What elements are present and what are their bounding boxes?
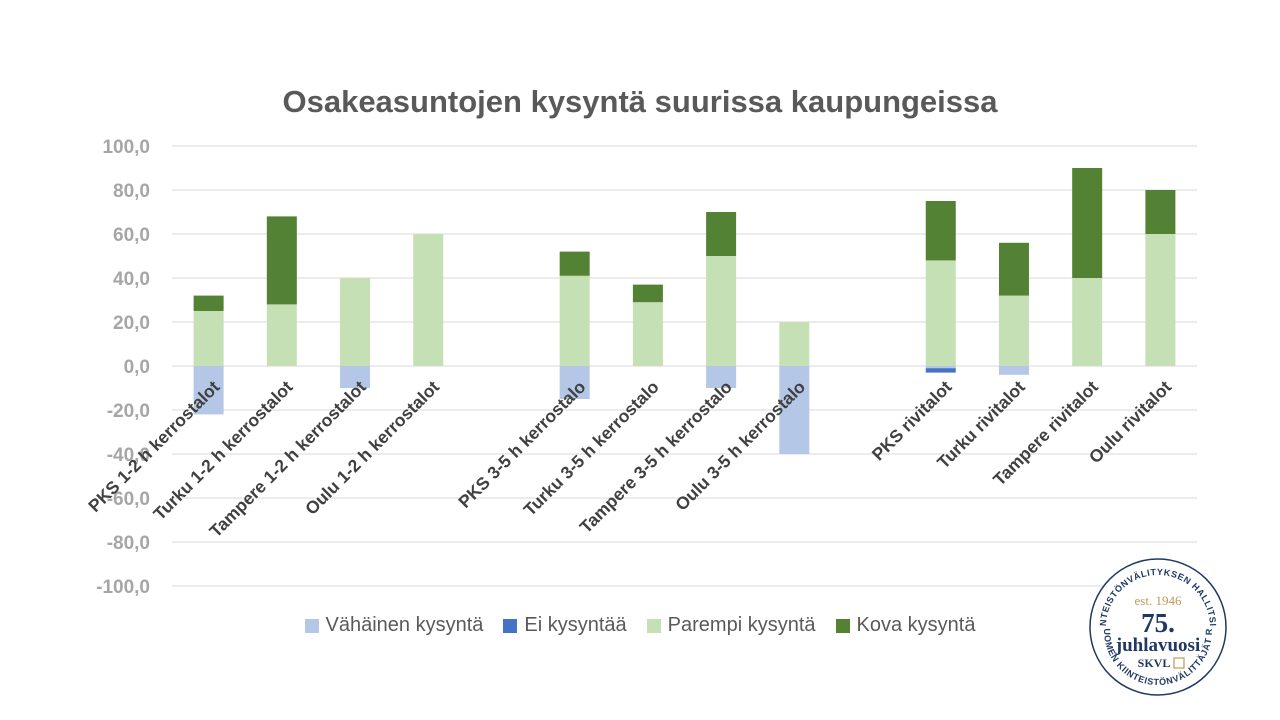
y-tick-label: 80,0 [113, 181, 150, 202]
bars [193, 168, 1176, 454]
bar-segment [413, 234, 444, 366]
bar-segment [1145, 190, 1176, 234]
bar-segment [925, 368, 956, 373]
bar-segment [193, 311, 224, 366]
bar-segment [779, 322, 810, 366]
bar-segment [340, 366, 371, 388]
y-tick-label: 0,0 [124, 357, 150, 378]
anniversary-seal-logo: KIINTEISTÖNVÄLITYKSEN HALLITSIJA SUOMEN … [1088, 557, 1227, 696]
bar-segment [559, 275, 590, 366]
bar-segment [1072, 168, 1103, 278]
legend-swatch-vahainen [304, 618, 319, 633]
y-tick-label: -40,0 [107, 445, 150, 466]
legend-swatch-ei [503, 618, 518, 633]
bar-segment [925, 260, 956, 366]
y-tick-label: -100,0 [96, 577, 150, 598]
legend-item-kova: Kova kysyntä [835, 614, 976, 637]
y-tick-label: -20,0 [107, 401, 150, 422]
bar-segment [998, 366, 1029, 375]
category-label: Tampere 3-5 h kerrostalo [576, 377, 736, 537]
y-tick-label: 20,0 [113, 313, 150, 334]
seal-brand: SKVL [1138, 656, 1171, 670]
bar-segment [559, 251, 590, 276]
bar-segment [706, 256, 737, 366]
legend-item-parempi: Parempi kysyntä [646, 614, 816, 637]
y-tick-label: 40,0 [113, 269, 150, 290]
seal-house-icon [1173, 657, 1185, 669]
bar-segment [632, 302, 663, 366]
category-label: Oulu 1-2 h kerrostalot [301, 377, 443, 519]
bar-segment [706, 366, 737, 388]
chart-title: Osakeasuntojen kysyntä suurissa kaupunge… [282, 84, 998, 119]
category-label: PKS 1-2 h kerrostalot [84, 377, 223, 516]
y-tick-label: -60,0 [107, 489, 150, 510]
bar-segment [340, 278, 371, 366]
bar-segment [632, 284, 663, 303]
bar-segment [266, 304, 297, 366]
bar-segment [925, 366, 956, 369]
legend-item-vahainen: Vähäinen kysyntä [304, 614, 484, 637]
seal-number: 75. [1141, 608, 1175, 638]
category-label: Tampere 1-2 h kerrostalot [205, 377, 370, 542]
legend-label-kova: Kova kysyntä [856, 614, 976, 636]
bar-segment [706, 212, 737, 256]
gridlines [172, 145, 1197, 587]
legend-item-ei: Ei kysyntää [503, 614, 627, 637]
seal-est: est. 1946 [1135, 593, 1182, 608]
bar-segment [779, 366, 810, 454]
bar-segment [266, 216, 297, 305]
y-tick-label: -80,0 [107, 533, 150, 554]
legend-label-vahainen: Vähäinen kysyntä [325, 614, 484, 636]
category-label: PKS 3-5 h kerrostalo [454, 377, 589, 512]
bar-segment [1145, 234, 1176, 366]
bar-segment [559, 366, 590, 399]
seal-word: juhlavuosi [1115, 635, 1200, 656]
legend-swatch-parempi [646, 618, 661, 633]
bar-segment [925, 201, 956, 261]
y-tick-label: 60,0 [113, 225, 150, 246]
legend-label-parempi: Parempi kysyntä [667, 614, 816, 636]
y-axis-ticks: 100,0 80,0 60,0 40,0 20,0 0,0 -20,0 -40,0 -60,0 -… [96, 137, 150, 598]
bar-segment [193, 366, 224, 415]
legend-swatch-kova [835, 618, 850, 633]
bar-segment [1072, 278, 1103, 366]
bar-segment [193, 295, 224, 311]
bar-segment [998, 295, 1029, 366]
legend-label-ei: Ei kysyntää [524, 614, 627, 636]
y-tick-label: 100,0 [102, 137, 150, 158]
bar-segment [998, 242, 1029, 296]
legend: Vähäinen kysyntä Ei kysyntää Parempi kys… [0, 614, 1280, 637]
